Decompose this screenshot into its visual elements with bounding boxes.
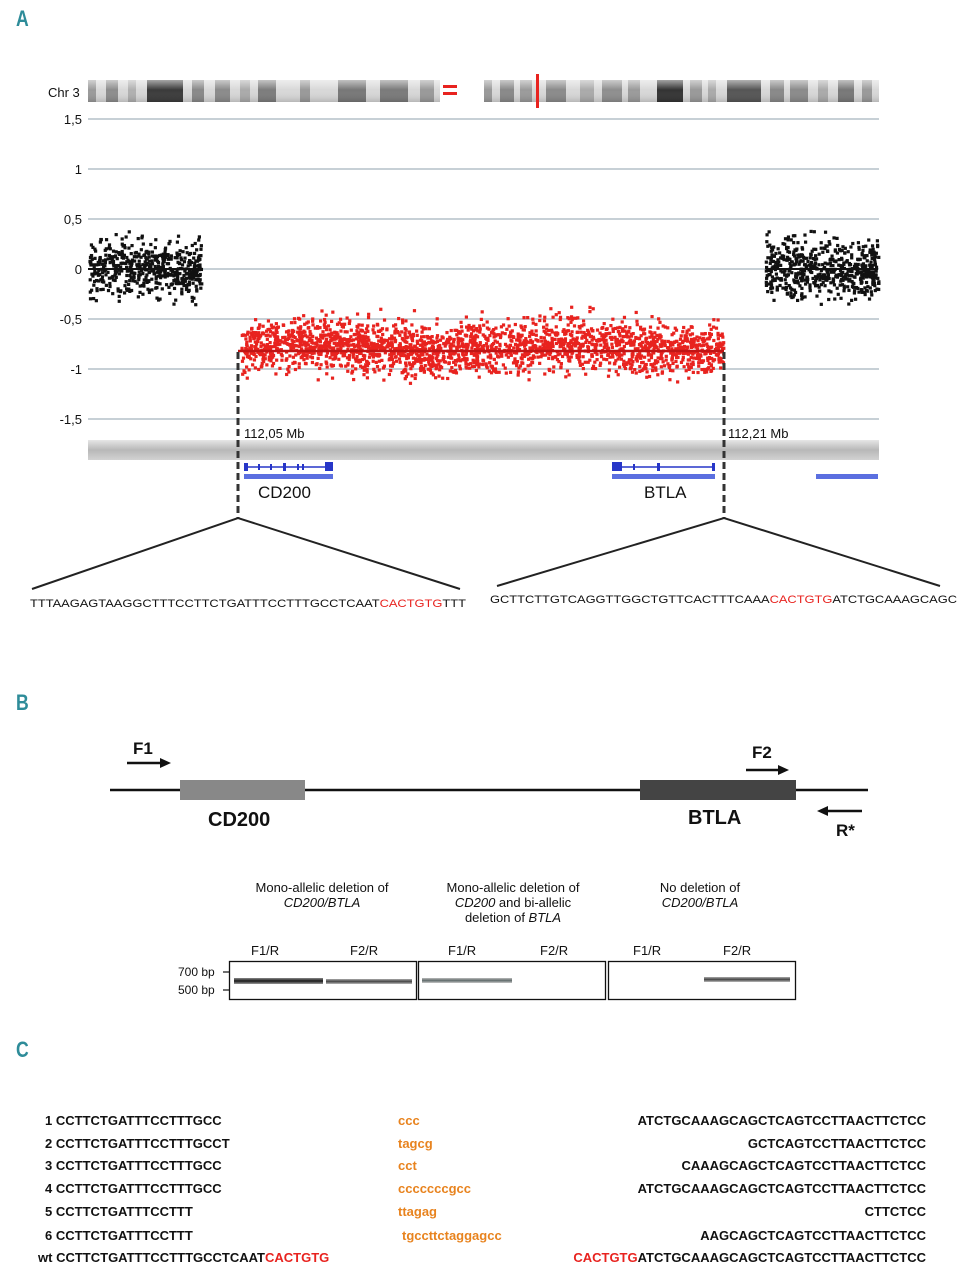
cd200-gene-model xyxy=(244,462,333,479)
sequence-right-part: CACTGTGATCTGCAAAGCAGCTCAGTCCTTAACTTCTCC xyxy=(573,1250,926,1265)
gel-frame-2 xyxy=(417,960,607,1001)
lane-label-2: F2/R xyxy=(350,943,378,958)
y-tick-label: 1 xyxy=(75,162,82,177)
y-tick-label: 0,5 xyxy=(64,212,82,227)
sequence-right-part: ATCTGCAAAGCAGCTCAGTCCTTAACTTCTCC xyxy=(637,1113,926,1128)
gene-label-cd200-b: CD200 xyxy=(208,809,270,831)
gel-group-title-3: No deletion of CD200/BTLA xyxy=(659,880,741,910)
sequence-left-part: 5 CCTTCTGATTTCCTTT xyxy=(45,1204,193,1219)
band-lane-3 xyxy=(422,978,512,983)
gel-group-title-2: Mono-allelic deletion of CD200 and bi-all… xyxy=(446,880,580,925)
primer-f1-arrow xyxy=(127,758,171,768)
right-junction-sequence: GCTTCTTGTCAGGTTGGCTGTTCACTTTCAAA CACTGTG A… xyxy=(490,594,957,606)
primer-r-arrow xyxy=(817,806,862,816)
sequence-left-part: wt CCTTCTGATTTCCTTTGCCTCAATCACTGTG xyxy=(38,1250,330,1265)
y-tick-label: 0 xyxy=(75,262,82,277)
y-tick-label: -1,5 xyxy=(60,412,82,427)
y-tick-label: 1,5 xyxy=(64,112,82,127)
sequence-row: 5 CCTTCTGATTTCCTTT ttagag CTTCTCC xyxy=(38,1204,938,1224)
band-lane-6 xyxy=(704,977,790,982)
right-zoom-lines xyxy=(496,516,941,587)
sequence-row: wt CCTTCTGATTTCCTTTGCCTCAATCACTGTG CACTGT… xyxy=(38,1250,938,1270)
panel-c-label: C xyxy=(16,1037,29,1062)
insertion-sequence: cct xyxy=(398,1158,417,1173)
locus-marker xyxy=(536,74,539,108)
left-breakpoint-label: 112,05 Mb xyxy=(244,426,304,441)
primer-r-label: R* xyxy=(836,821,855,840)
panel-b-label: B xyxy=(16,690,29,715)
insertion-sequence: cccccccgcc xyxy=(398,1181,472,1196)
lane-label-1: F1/R xyxy=(251,943,279,958)
cd200-box xyxy=(180,780,305,800)
sequence-left-part: 1 CCTTCTGATTTCCTTTGCC xyxy=(45,1113,222,1128)
lane-label-4: F2/R xyxy=(540,943,568,958)
insertion-sequence: tagcg xyxy=(398,1136,433,1151)
band-lane-1 xyxy=(234,978,323,984)
gel-frame-1 xyxy=(228,960,418,1001)
primer-f1-label: F1 xyxy=(133,739,153,758)
lane-label-6: F2/R xyxy=(723,943,751,958)
y-tick-label: -0,5 xyxy=(60,312,82,327)
neighbor-gene-bar xyxy=(816,474,878,479)
lane-label-3: F1/R xyxy=(448,943,476,958)
band-lane-2 xyxy=(326,979,412,984)
gel-frame-3 xyxy=(607,960,797,1001)
sequence-right-part: CAAAGCAGCTCAGTCCTTAACTTCTCC xyxy=(681,1158,926,1173)
genomic-region-bar xyxy=(88,440,879,460)
sequence-row: 2 CCTTCTGATTTCCTTTGCCT tagcg GCTCAGTCCTTAA… xyxy=(38,1136,938,1156)
sequence-row: 3 CCTTCTGATTTCCTTTGCC cct CAAAGCAGCTCAGTCC… xyxy=(38,1158,938,1178)
gel-image: F1/R F2/R F1/R F2/R F1/R F2/R 700 bp 500… xyxy=(178,943,797,1001)
chromosome-label: Chr 3 xyxy=(48,85,80,100)
right-breakpoint-label: 112,21 Mb xyxy=(728,426,788,441)
sequence-row: 1 CCTTCTGATTTCCTTTGCC ccc ATCTGCAAAGCAGCTC… xyxy=(38,1113,938,1133)
sequence-right-part: CTTCTCC xyxy=(864,1204,926,1219)
sequence-row: 6 CCTTCTGATTTCCTTT tgccttctaggagcc AAGCAGC… xyxy=(38,1228,938,1248)
sequence-left-part: 2 CCTTCTGATTTCCTTTGCCT xyxy=(45,1136,230,1151)
primer-f2-label: F2 xyxy=(752,743,772,762)
y-tick-label: -1 xyxy=(70,362,82,377)
primer-f2-arrow xyxy=(746,765,789,775)
y-tick-labels: 1,5 1 0,5 0 -0,5 -1 -1,5 xyxy=(60,112,82,427)
copy-number-plot: Chr 3 1,5 1 0,5 0 -0,5 -1 -1,5 112,05 Mb 112,2… xyxy=(30,74,957,610)
chromosome-ideogram xyxy=(88,74,879,108)
insertion-sequence: tgccttctaggagcc xyxy=(402,1228,502,1243)
sequence-right-part: GCTCAGTCCTTAACTTCTCC xyxy=(747,1136,926,1151)
sequence-right-part: AAGCAGCTCAGTCCTTAACTTCTCC xyxy=(700,1228,926,1243)
insertion-sequence: ccc xyxy=(398,1113,420,1128)
gene-label-btla: BTLA xyxy=(644,483,687,502)
panel-a-label: A xyxy=(16,6,29,31)
btla-gene-model xyxy=(612,462,715,479)
probe-scatter xyxy=(88,229,881,385)
sequence-left-part: 4 CCTTCTGATTTCCTTTGCC xyxy=(45,1181,222,1196)
insertion-sequence: ttagag xyxy=(398,1204,437,1219)
left-zoom-lines xyxy=(31,516,461,590)
sequence-left-part: 3 CCTTCTGATTTCCTTTGCC xyxy=(45,1158,222,1173)
gel-group-title-1: Mono-allelic deletion of CD200/BTLA xyxy=(255,880,389,910)
sequence-right-part: ATCTGCAAAGCAGCTCAGTCCTTAACTTCTCC xyxy=(637,1181,926,1196)
gene-label-btla-b: BTLA xyxy=(688,807,741,829)
primer-schematic: F1 F2 R* CD200 BTLA xyxy=(110,739,868,840)
lane-label-5: F1/R xyxy=(633,943,661,958)
gene-label-cd200: CD200 xyxy=(258,483,311,502)
sequence-left-part: 6 CCTTCTGATTTCCTTT xyxy=(45,1228,193,1243)
left-junction-sequence: TTTAAGAGTAAGGCTTTCCTTCTGATTTCCTTTGCCTCAA… xyxy=(30,598,466,610)
marker-500: 500 bp xyxy=(178,983,215,997)
y-gridlines xyxy=(88,118,879,420)
marker-700: 700 bp xyxy=(178,965,215,979)
sequence-row: 4 CCTTCTGATTTCCTTTGCC cccccccgcc ATCTGCAAA… xyxy=(38,1181,938,1201)
btla-box xyxy=(640,780,796,800)
